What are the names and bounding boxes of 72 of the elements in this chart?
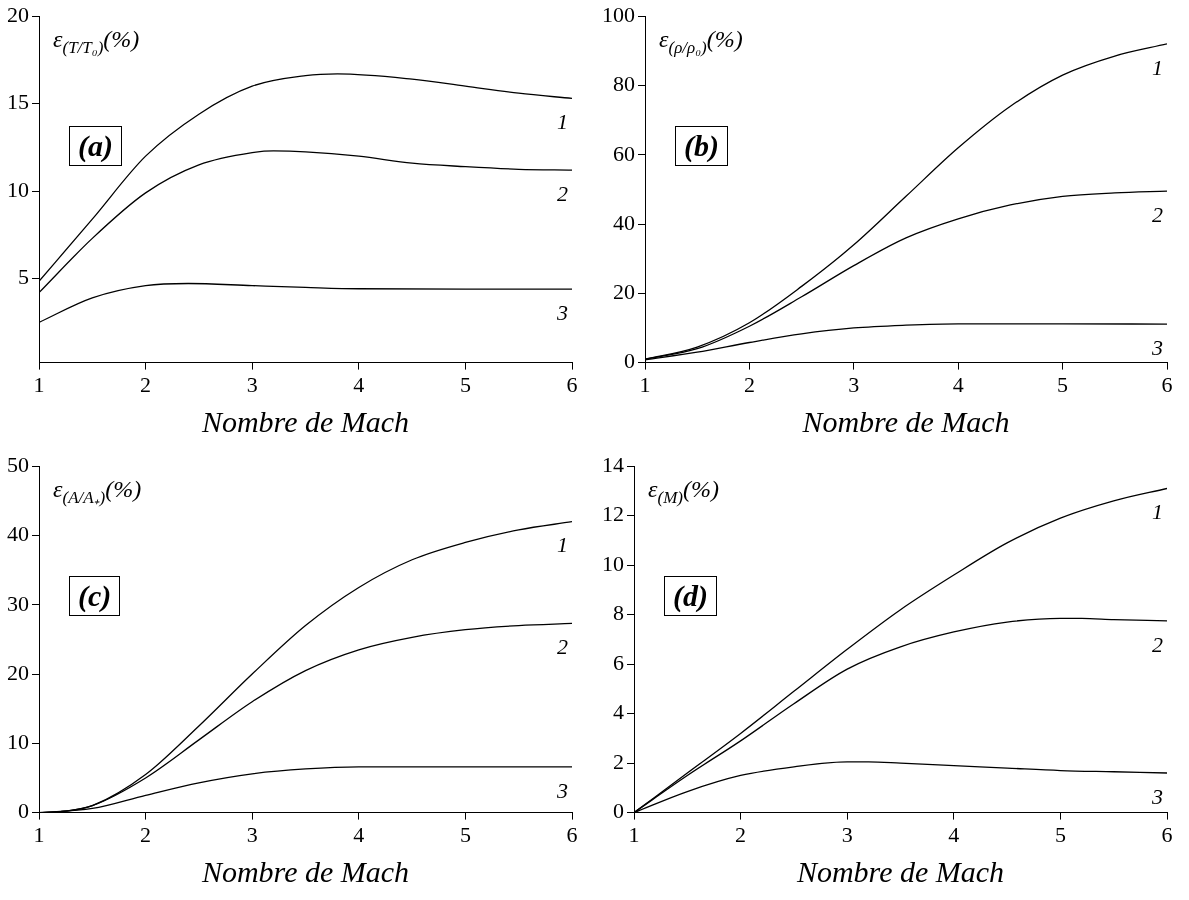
x-tick-label: 4: [353, 821, 365, 847]
y-tick-label: 0: [18, 798, 29, 824]
series-label: 3: [556, 299, 568, 325]
series-label: 1: [1152, 54, 1163, 80]
y-tick-label: 100: [602, 1, 635, 27]
y-tick-label: 12: [602, 501, 624, 527]
x-tick-label: 2: [140, 821, 152, 847]
series-label: 2: [557, 634, 568, 660]
series-label: 3: [556, 777, 568, 803]
series-label: 1: [1152, 499, 1163, 525]
x-tick-label: 6: [1161, 821, 1173, 847]
y-tick-label: 40: [7, 521, 29, 547]
y-tick-label: 60: [613, 140, 635, 166]
series-label: 2: [1152, 201, 1163, 227]
y-tick-label: 8: [613, 600, 624, 626]
y-tick-label: 40: [613, 209, 635, 235]
y-axis-title: ε$_{(ρ/ρ₀)}$(%): [659, 26, 743, 58]
y-tick-label: 80: [613, 71, 635, 97]
annotation: (d): [664, 576, 717, 617]
annotation: (b): [675, 126, 728, 167]
y-tick-label: 30: [7, 590, 29, 616]
x-tick-label: 3: [246, 821, 258, 847]
series-label: 2: [1152, 631, 1163, 657]
x-axis-title: Nombre de Mach: [795, 854, 1005, 888]
x-tick-label: 6: [566, 821, 578, 847]
x-tick-label: 2: [735, 821, 747, 847]
series-label: 3: [1151, 334, 1163, 360]
x-tick-label: 2: [743, 371, 755, 397]
x-tick-label: 4: [353, 371, 365, 397]
x-tick-label: 3: [848, 371, 860, 397]
x-axis-title: Nombre de Mach: [200, 854, 410, 888]
x-tick-label: 1: [33, 821, 45, 847]
y-tick-label: 10: [602, 550, 624, 576]
x-tick-label: 1: [639, 371, 651, 397]
y-tick-label: 20: [7, 659, 29, 685]
x-tick-label: 2: [140, 371, 152, 397]
y-tick-label: 0: [613, 798, 624, 824]
annotation: (c): [69, 576, 121, 617]
x-tick-label: 4: [948, 821, 960, 847]
y-tick-label: 14: [602, 451, 624, 477]
x-tick-label: 5: [459, 821, 471, 847]
x-tick-label: 5: [1057, 371, 1069, 397]
y-tick-label: 10: [7, 176, 29, 202]
y-tick-label: 20: [7, 1, 29, 27]
series-label: 3: [1151, 783, 1163, 809]
series-label: 1: [557, 109, 568, 135]
x-tick-label: 3: [841, 821, 853, 847]
x-tick-label: 3: [246, 371, 258, 397]
y-tick-label: 20: [613, 279, 635, 305]
y-tick-label: 10: [7, 729, 29, 755]
y-axis-title: ε$_{(A/A₊)}$(%): [53, 476, 142, 508]
annotation: (a): [69, 126, 122, 167]
y-tick-label: 5: [18, 264, 29, 290]
y-axis-title: ε$_{(M)}$(%): [648, 476, 719, 508]
y-tick-label: 15: [7, 89, 29, 115]
x-tick-label: 6: [566, 371, 578, 397]
x-tick-label: 4: [952, 371, 964, 397]
x-tick-label: 5: [1054, 821, 1066, 847]
y-tick-label: 50: [7, 451, 29, 477]
series-label: 2: [557, 180, 568, 206]
x-tick-label: 6: [1161, 371, 1173, 397]
y-tick-label: 2: [613, 748, 624, 774]
x-tick-label: 1: [628, 821, 640, 847]
y-tick-label: 4: [613, 699, 624, 725]
x-tick-label: 1: [33, 371, 45, 397]
x-tick-label: 5: [459, 371, 471, 397]
y-tick-label: 6: [613, 649, 624, 675]
series-label: 1: [557, 532, 568, 558]
y-tick-label: 0: [624, 348, 635, 374]
x-axis-title: Nombre de Mach: [801, 404, 1010, 438]
y-axis-title: ε$_{(T/T₀)}$(%): [53, 26, 140, 58]
x-axis-title: Nombre de Mach: [200, 404, 410, 438]
